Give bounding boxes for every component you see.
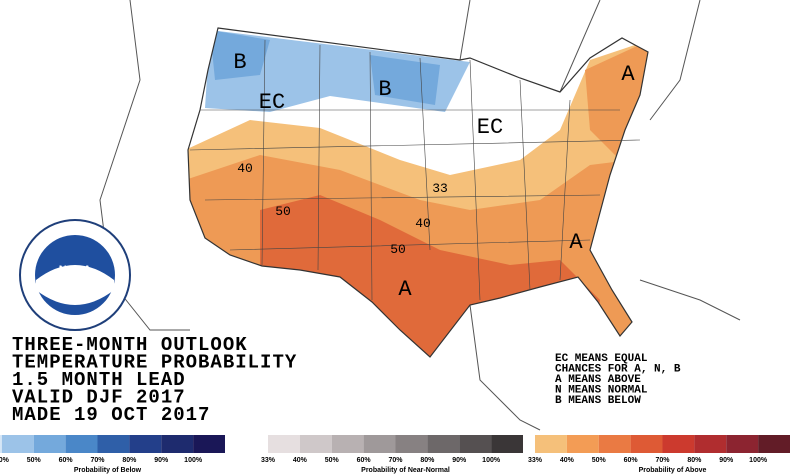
color-swatch	[33, 435, 66, 453]
colorbar-tick: 100%	[482, 457, 501, 464]
color-swatch	[363, 435, 396, 453]
colorbar-tick: 50%	[592, 457, 607, 464]
color-swatch	[299, 435, 332, 453]
map-label: B	[233, 50, 246, 75]
color-swatch	[268, 435, 300, 453]
colorbar-tick: 33%	[528, 457, 543, 464]
map-label: EC	[259, 90, 285, 115]
colorbar-tick: 60%	[357, 457, 372, 464]
color-swatch	[459, 435, 492, 453]
colorbar-tick: 40%	[293, 457, 308, 464]
colorbar-tick: 60%	[624, 457, 639, 464]
colorbar-tick: 90%	[719, 457, 734, 464]
color-swatch	[662, 435, 695, 453]
colorbar-tick: 50%	[27, 457, 42, 464]
colorbar-tick: 100%	[184, 457, 203, 464]
legend-note: EC MEANS EQUAL	[555, 353, 648, 365]
colorbar-tick: 50%	[325, 457, 340, 464]
colorbar-tick: 90%	[452, 457, 467, 464]
color-swatch	[566, 435, 599, 453]
colorbar-tick: 70%	[655, 457, 670, 464]
colorbar-tick: 33%	[261, 457, 276, 464]
title-line: TEMPERATURE PROBABILITY	[12, 352, 297, 374]
colorbar-tick: 60%	[59, 457, 74, 464]
colorbar-title: Probability of Above	[639, 467, 707, 474]
map-label: A	[398, 277, 412, 302]
color-swatch	[129, 435, 162, 453]
color-swatch	[0, 435, 2, 453]
legend-note: CHANCES FOR A, N, B	[555, 364, 681, 376]
color-swatch	[1, 435, 34, 453]
color-swatch	[193, 435, 225, 453]
colorbar-title: Probability of Near-Normal	[361, 467, 450, 474]
map-label: EC	[477, 115, 503, 140]
legend-note: B MEANS BELOW	[555, 395, 641, 407]
noaa-logo: NOAA	[19, 219, 131, 331]
colorbar-tick: 40%	[560, 457, 575, 464]
color-swatch	[97, 435, 130, 453]
colorbar-tick: 70%	[388, 457, 403, 464]
map-label: 33	[432, 181, 448, 196]
us-outline	[187, 27, 649, 358]
colorbar-tick: 80%	[687, 457, 702, 464]
color-swatch	[491, 435, 523, 453]
map-label: A	[569, 230, 583, 255]
title-line: 1.5 MONTH LEAD	[12, 369, 186, 391]
color-swatch	[726, 435, 759, 453]
colorbar-tick: 90%	[154, 457, 169, 464]
colorbar-tick: 40%	[0, 457, 10, 464]
colorbar-tick: 70%	[90, 457, 105, 464]
title-line: THREE-MONTH OUTLOOK	[12, 334, 248, 356]
map-label: 40	[415, 216, 431, 231]
legend-note: A MEANS ABOVE	[555, 374, 641, 386]
color-swatch	[331, 435, 364, 453]
map-label: B	[378, 77, 391, 102]
color-swatch	[161, 435, 194, 453]
colorbar-tick: 80%	[420, 457, 435, 464]
map-label: A	[621, 62, 635, 87]
title-line: VALID DJF 2017	[12, 387, 186, 409]
logo-text: NOAA	[59, 264, 91, 276]
map-label: 50	[390, 242, 406, 257]
colorbar-tick: 80%	[122, 457, 137, 464]
color-swatch	[535, 435, 567, 453]
color-swatch	[427, 435, 460, 453]
colorbar-tick: 100%	[749, 457, 768, 464]
color-swatch	[630, 435, 663, 453]
color-swatch	[694, 435, 727, 453]
state-lines	[189, 39, 641, 301]
color-swatch	[598, 435, 631, 453]
legend-note: N MEANS NORMAL	[555, 385, 648, 397]
map-label: 40	[237, 161, 253, 176]
title-line: MADE 19 OCT 2017	[12, 404, 210, 426]
colorbar-title: Probability of Below	[74, 467, 142, 474]
color-swatch	[758, 435, 790, 453]
color-swatch	[395, 435, 428, 453]
color-swatch	[65, 435, 98, 453]
map-label: 50	[275, 204, 291, 219]
